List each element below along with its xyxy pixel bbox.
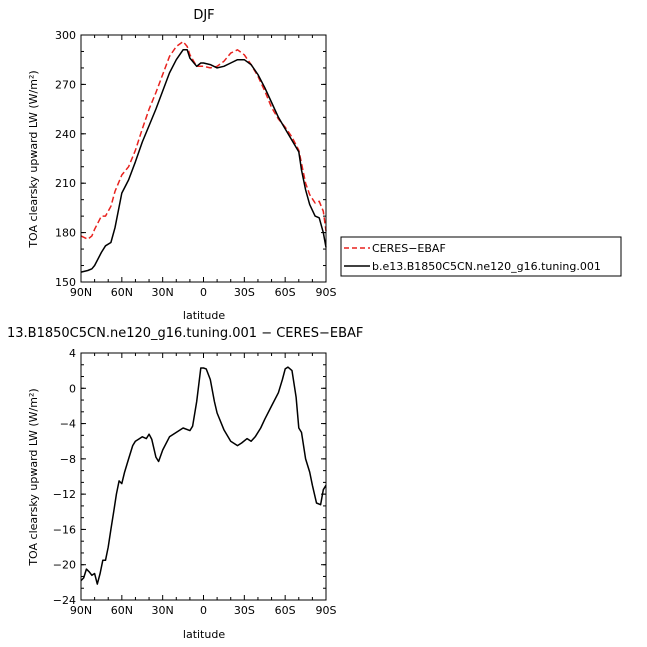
- bottom-ytick-label: −12: [53, 488, 76, 501]
- bottom-ytick-label: −24: [53, 594, 76, 607]
- top-xtick-label: 90S: [316, 286, 337, 299]
- top-chart-title: DJF: [193, 8, 214, 23]
- top-xtick-label: 60N: [111, 286, 133, 299]
- top-ylabel: TOA clearsky upward LW (W/m²): [27, 70, 40, 248]
- top-xtick-label: 60S: [275, 286, 296, 299]
- top-series-line-b: [80, 49, 327, 273]
- top-ytick-label: 270: [55, 78, 76, 91]
- top-ytick-label: 240: [55, 128, 76, 141]
- bottom-plot-frame: [80, 352, 327, 601]
- legend-label-model: b.e13.B1850C5CN.ne120_g16.tuning.001: [372, 260, 601, 273]
- bottom-series-line-a: [80, 366, 327, 585]
- bottom-xtick-label: 0: [200, 604, 207, 617]
- bottom-xtick-label: 30S: [234, 604, 255, 617]
- bottom-ytick-label: −16: [53, 523, 76, 536]
- top-xlabel: latitude: [183, 309, 225, 322]
- bottom-ylabel: TOA clearsky upward LW (W/m²): [27, 388, 40, 566]
- bottom-xtick-label: 60S: [275, 604, 296, 617]
- top-ytick-label: 210: [55, 177, 76, 190]
- bottom-xtick-label: 90S: [316, 604, 337, 617]
- legend-box: [340, 236, 622, 277]
- legend-label-ceres: CERES−EBAF: [372, 242, 446, 255]
- top-ytick-label: 180: [55, 227, 76, 240]
- top-xtick-label: 30S: [234, 286, 255, 299]
- bottom-ytick-label: −8: [60, 453, 76, 466]
- bottom-xtick-label: 90N: [70, 604, 92, 617]
- top-xtick-label: 30N: [152, 286, 174, 299]
- bottom-panel: 13.B1850C5CN.ne120_g16.tuning.001 − CERE…: [7, 326, 363, 641]
- bottom-chart-title: 13.B1850C5CN.ne120_g16.tuning.001 − CERE…: [7, 326, 363, 341]
- top-plot-frame: [80, 34, 327, 283]
- bottom-ytick-label: −4: [60, 418, 76, 431]
- bottom-xlabel: latitude: [183, 628, 225, 641]
- bottom-ytick-label: −20: [53, 559, 76, 572]
- bottom-xtick-label: 30N: [152, 604, 174, 617]
- top-ytick-label: 300: [55, 29, 76, 42]
- bottom-xtick-label: 60N: [111, 604, 133, 617]
- legend: CERES−EBAF b.e13.B1850C5CN.ne120_g16.tun…: [340, 236, 622, 277]
- top-xtick-label: 90N: [70, 286, 92, 299]
- bottom-ytick-label: 0: [69, 382, 76, 395]
- top-ytick-label: 150: [55, 276, 76, 289]
- bottom-ytick-label: 4: [69, 347, 76, 360]
- top-panel: DJF TOA clearsky upward LW (W/m²) latitu…: [27, 8, 622, 322]
- top-series-line-a: [80, 40, 327, 240]
- top-xtick-label: 0: [200, 286, 207, 299]
